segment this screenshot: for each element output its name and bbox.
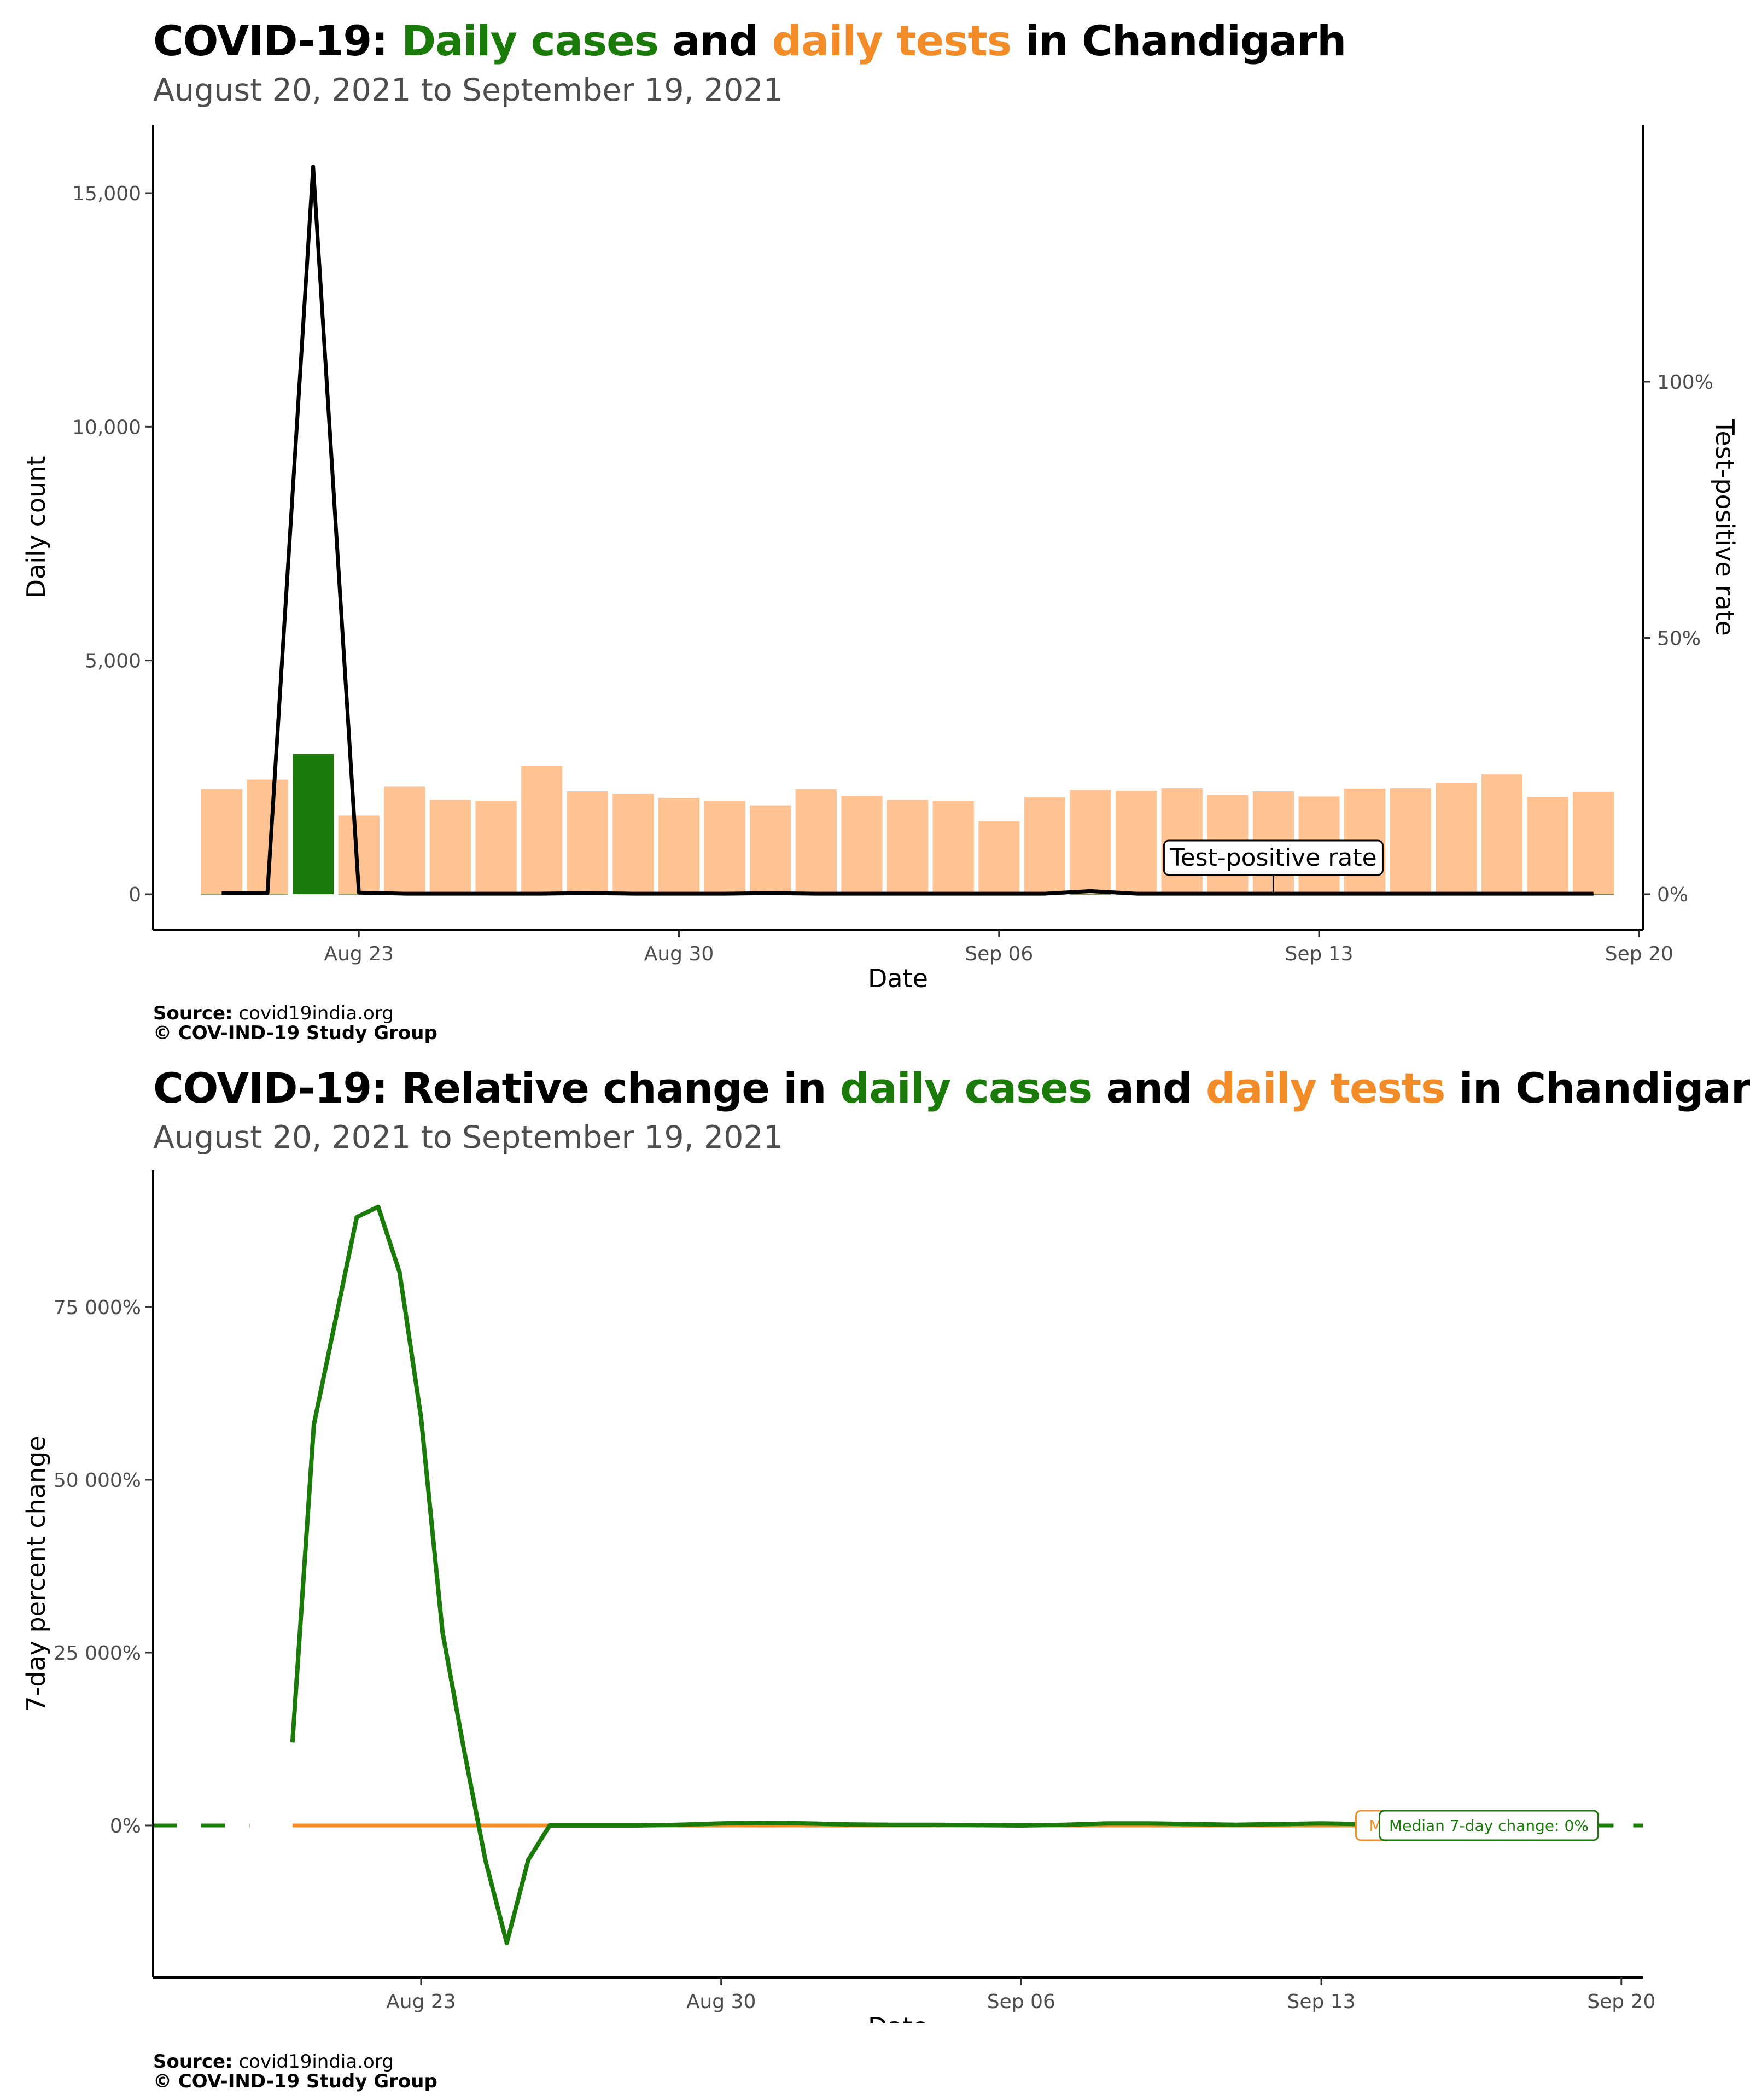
- tests-bar: [1573, 791, 1614, 894]
- chart1-subtitle: August 20, 2021 to September 19, 2021: [153, 72, 783, 108]
- x-tick-label: Sep 06: [965, 943, 1033, 965]
- tests-bar: [384, 786, 425, 894]
- x-tick-label: Aug 23: [324, 943, 394, 965]
- tests-bar: [1024, 797, 1066, 894]
- chart2-copyright: © COV-IND-19 Study Group: [153, 2070, 438, 2092]
- cases-median-label: Median 7-day change: 0%: [1389, 1817, 1589, 1835]
- chart1-source: Source: covid19india.org: [153, 1004, 438, 1023]
- chart2-subtitle: August 20, 2021 to September 19, 2021: [153, 1119, 783, 1156]
- x-tick-label: Sep 20: [1587, 1991, 1655, 2013]
- chart1-title-cases: Daily cases: [401, 16, 659, 65]
- tests-bar: [978, 821, 1020, 894]
- x-tick-label: Aug 23: [386, 1991, 456, 2013]
- chart2-title-suffix: in Chandigarh: [1445, 1064, 1750, 1112]
- x-tick-label: Sep 13: [1285, 943, 1353, 965]
- cases-bar: [1070, 894, 1111, 895]
- chart2-source-value: covid19india.org: [232, 2051, 394, 2073]
- chart1-title-prefix: COVID-19:: [153, 16, 402, 65]
- tests-bar: [1070, 790, 1111, 894]
- chart1-source-label: Source:: [153, 1002, 233, 1024]
- tests-bar: [795, 789, 837, 894]
- chart1-title-tests: daily tests: [772, 16, 1012, 65]
- chart2-title-tests: daily tests: [1205, 1064, 1445, 1112]
- tests-bar: [429, 800, 471, 894]
- tests-bar: [201, 789, 243, 894]
- chart2-title-and: and: [1092, 1064, 1206, 1112]
- y2-tick-label: 0%: [1657, 884, 1688, 906]
- y-tick-label: 0: [129, 884, 141, 906]
- cases-median-box: [1378, 1810, 1599, 1841]
- chart1-plot: Test-positive rate 0 5,000 10,000 15,000 0% 50…: [21, 125, 1740, 993]
- tests-bar: [886, 800, 929, 894]
- x-axis-label: Date: [868, 2012, 928, 2023]
- cases-bar: [293, 754, 334, 894]
- chart2-plot: M Median 7-day change: 0%0%25 000%50 000%…: [21, 1170, 1655, 2023]
- y-axis-label: Daily count: [21, 456, 51, 599]
- tpr-annotation-box: [1163, 839, 1384, 876]
- chart1-title: COVID-19: Daily cases and daily tests in…: [153, 16, 1346, 65]
- x-axis-label: Date: [868, 964, 928, 993]
- x-tick-label: Sep 06: [987, 1991, 1055, 2013]
- tests-bar: [1115, 791, 1157, 894]
- chart2-caption: Source: covid19india.org © COV-IND-19 St…: [153, 2052, 438, 2091]
- y-tick-label: 5,000: [85, 650, 141, 673]
- cases-pct-line: [290, 1204, 1579, 1945]
- y2-tick-label: 100%: [1657, 371, 1713, 394]
- chart1-source-value: covid19india.org: [232, 1002, 394, 1024]
- tests-bar: [841, 796, 883, 894]
- chart2-title: COVID-19: Relative change in daily cases…: [153, 1064, 1750, 1112]
- tests-bar: [475, 801, 517, 894]
- x-tick-label: Sep 13: [1287, 1991, 1356, 2013]
- chart2-source-label: Source:: [153, 2051, 233, 2073]
- tests-bar: [1390, 788, 1431, 894]
- y2-tick-label: 50%: [1657, 628, 1701, 650]
- tests-bar: [1527, 797, 1568, 894]
- y-tick-label: 50 000%: [54, 1469, 141, 1492]
- tests-bar: [704, 801, 745, 894]
- tests-bar: [658, 797, 700, 894]
- tests-bar: [932, 801, 974, 894]
- chart1-title-suffix: in Chandigarh: [1011, 16, 1347, 65]
- tests-bar: [750, 805, 791, 894]
- y2-axis-label: Test-positive rate: [1710, 419, 1740, 636]
- chart1-copyright: © COV-IND-19 Study Group: [153, 1022, 438, 1044]
- y-tick-label: 10,000: [72, 416, 141, 439]
- x-tick-label: Sep 20: [1605, 943, 1673, 965]
- y-tick-label: 0%: [110, 1815, 141, 1838]
- chart2-title-prefix: COVID-19: Relative change in: [153, 1064, 840, 1112]
- tests-bar: [612, 794, 654, 894]
- x-tick-label: Aug 30: [644, 943, 714, 965]
- y-tick-label: 25 000%: [54, 1642, 141, 1665]
- tpr-line: [221, 164, 1594, 896]
- x-tick-label: Aug 30: [686, 1991, 756, 2013]
- tests-bar: [567, 791, 608, 894]
- chart1-caption: Source: covid19india.org © COV-IND-19 St…: [153, 1004, 438, 1043]
- chart2-title-cases: daily cases: [840, 1064, 1093, 1112]
- tests-bar: [521, 765, 563, 894]
- y-axis-label: 7-day percent change: [21, 1436, 51, 1712]
- y-tick-label: 15,000: [72, 183, 141, 205]
- chart2-source: Source: covid19india.org: [153, 2052, 438, 2072]
- chart1-title-and: and: [658, 16, 772, 65]
- y-tick-label: 75 000%: [54, 1297, 141, 1319]
- tests-bar: [1481, 774, 1523, 894]
- tpr-annotation-label: Test-positive rate: [1169, 844, 1376, 872]
- tests-bar: [1436, 783, 1477, 894]
